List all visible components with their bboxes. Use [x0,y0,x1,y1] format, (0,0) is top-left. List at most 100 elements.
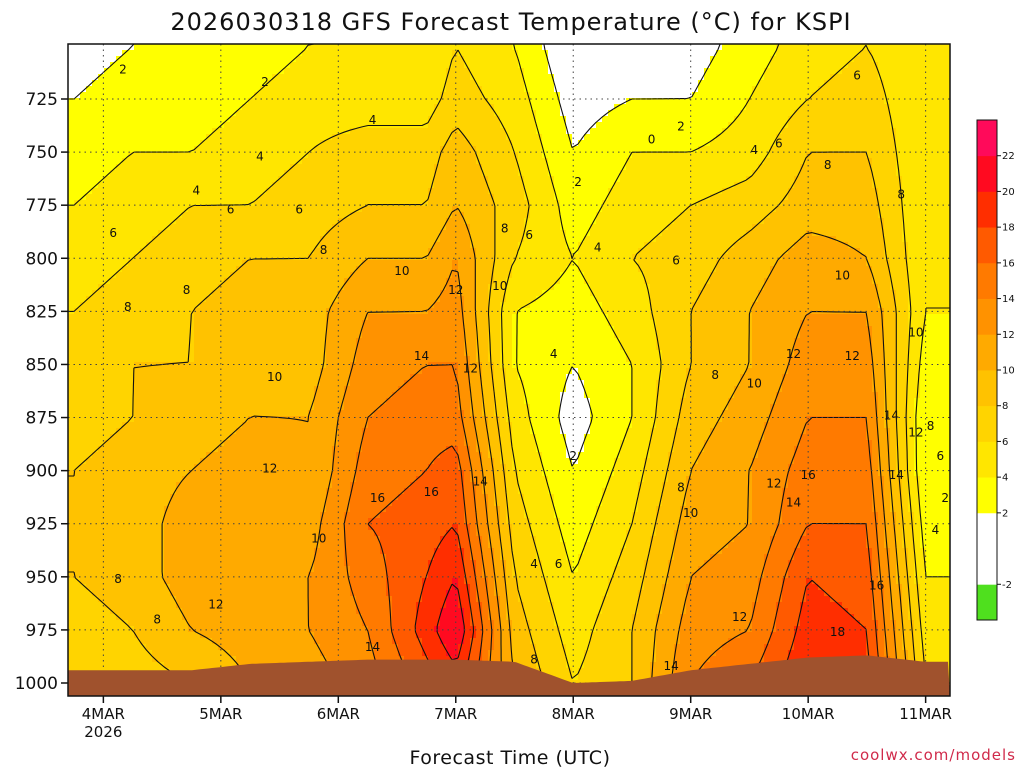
temperature-cell [122,122,129,129]
temperature-cell [170,278,177,285]
temperature-cell [212,596,219,603]
temperature-cell [86,152,93,159]
temperature-cell [86,488,93,495]
temperature-cell [152,92,159,99]
temperature-cell [308,590,315,597]
temperature-cell [314,602,321,609]
temperature-cell [140,554,147,561]
temperature-cell [290,566,297,573]
temperature-cell [182,236,189,243]
temperature-cell [218,566,225,573]
temperature-cell [230,518,237,525]
temperature-cell [314,170,321,177]
temperature-cell [320,596,327,603]
temperature-cell [206,164,213,171]
temperature-cell [86,158,93,165]
temperature-cell [314,308,321,315]
temperature-cell [110,410,117,417]
temperature-cell [332,302,339,309]
temperature-cell [320,92,327,99]
temperature-cell [296,176,303,183]
temperature-cell [182,284,189,291]
temperature-cell [230,572,237,579]
temperature-cell [296,614,303,621]
temperature-cell [254,470,261,477]
temperature-cell [248,206,255,213]
temperature-cell [272,512,279,519]
temperature-cell [158,110,165,117]
temperature-cell [92,608,99,615]
temperature-cell [326,512,333,519]
temperature-cell [254,326,261,333]
temperature-cell [110,590,117,597]
temperature-cell [188,188,195,195]
temperature-cell [314,422,321,429]
temperature-cell [98,362,105,369]
temperature-cell [176,602,183,609]
temperature-cell [98,512,105,519]
temperature-cell [140,644,147,651]
temperature-cell [134,194,141,201]
temperature-cell [236,494,243,501]
temperature-cell [212,152,219,159]
temperature-cell [128,68,135,75]
temperature-cell [194,620,201,627]
temperature-cell [158,356,165,363]
temperature-cell [236,368,243,375]
temperature-cell [266,620,273,627]
temperature-cell [308,656,315,663]
temperature-cell [152,266,159,273]
temperature-cell [332,644,339,651]
temperature-cell [128,212,135,219]
temperature-cell [296,356,303,363]
temperature-cell [110,296,117,303]
temperature-cell [284,98,291,105]
temperature-cell [152,248,159,255]
temperature-cell [146,272,153,279]
temperature-cell [152,272,159,279]
temperature-cell [170,374,177,381]
temperature-cell [320,170,327,177]
temperature-cell [92,572,99,579]
temperature-cell [86,350,93,357]
temperature-cell [242,134,249,141]
temperature-cell [296,218,303,225]
temperature-cell [128,404,135,411]
temperature-cell [68,386,75,393]
temperature-cell [326,212,333,219]
temperature-cell [212,188,219,195]
temperature-cell [326,218,333,225]
temperature-cell [212,212,219,219]
temperature-cell [68,518,75,525]
temperature-cell [116,350,123,357]
temperature-cell [332,392,339,399]
temperature-cell [224,578,231,585]
temperature-cell [80,302,87,309]
temperature-cell [254,344,261,351]
temperature-cell [302,500,309,507]
temperature-cell [74,62,81,69]
temperature-cell [164,662,171,669]
temperature-cell [266,194,273,201]
temperature-cell [338,266,345,273]
temperature-cell [230,458,237,465]
temperature-cell [182,392,189,399]
temperature-cell [98,302,105,309]
temperature-cell [98,566,105,573]
temperature-cell [224,488,231,495]
temperature-cell [296,470,303,477]
temperature-cell [338,260,345,267]
temperature-cell [200,650,207,657]
temperature-cell [266,80,273,87]
temperature-cell [278,488,285,495]
temperature-cell [254,146,261,153]
temperature-cell [152,398,159,405]
temperature-cell [314,566,321,573]
temperature-cell [80,542,87,549]
temperature-cell [236,146,243,153]
temperature-cell [338,464,345,471]
temperature-cell [158,62,165,69]
temperature-cell [260,362,267,369]
temperature-cell [182,596,189,603]
temperature-cell [146,98,153,105]
